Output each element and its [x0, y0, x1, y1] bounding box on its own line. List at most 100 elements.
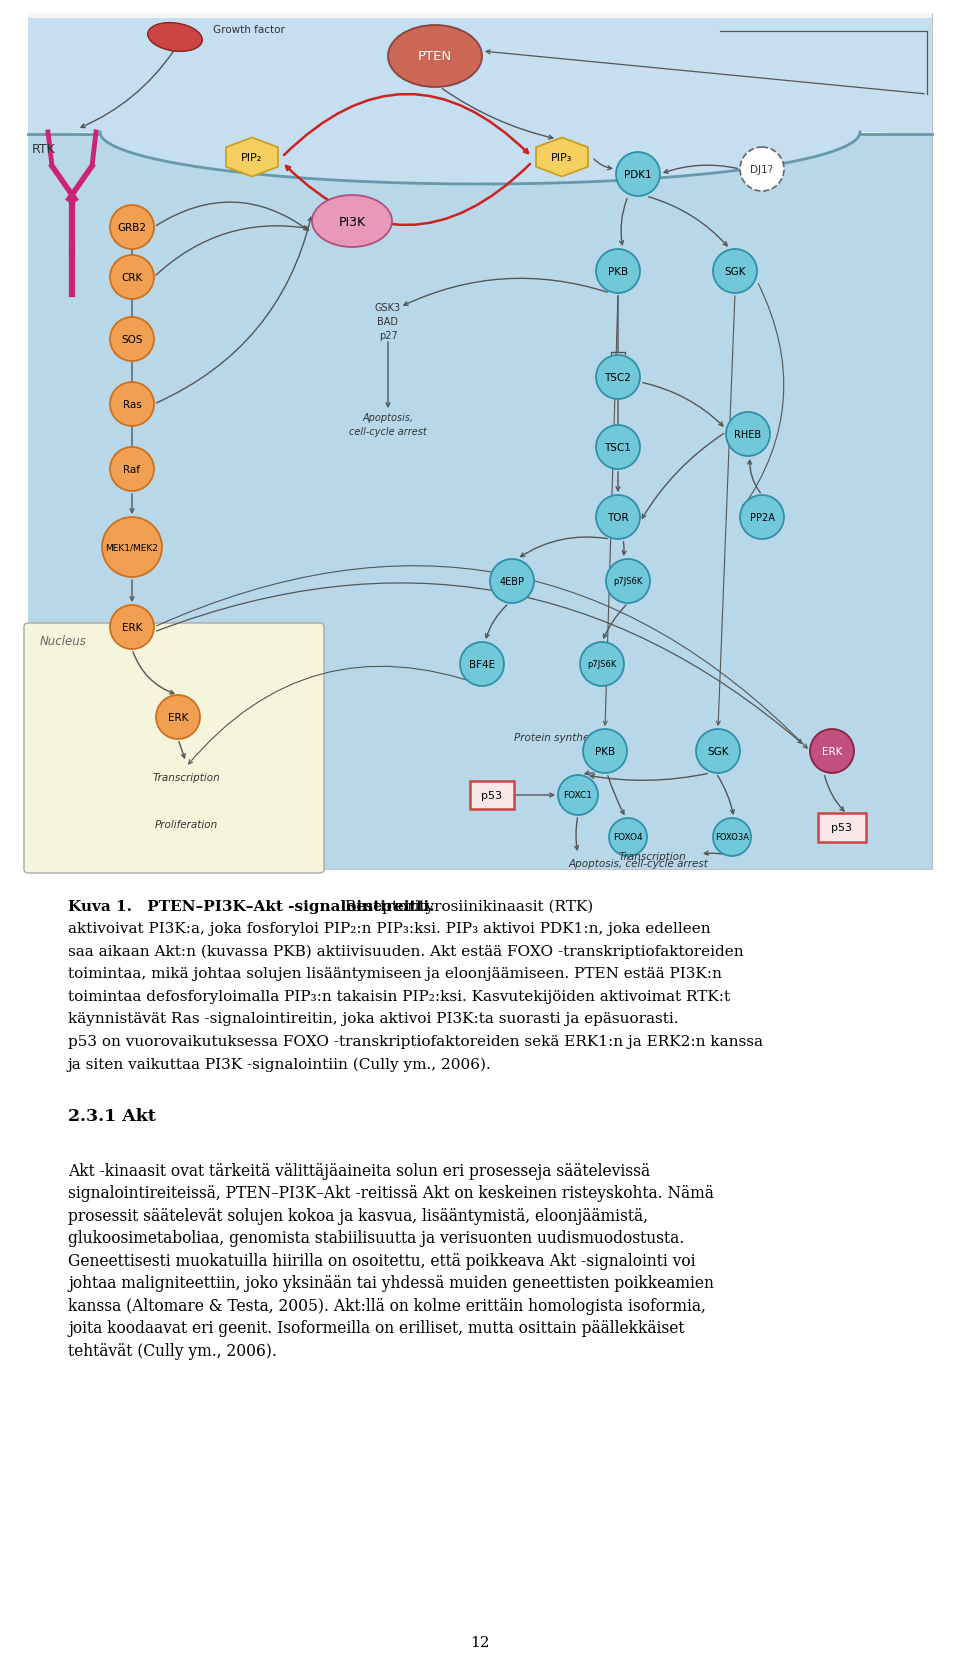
Ellipse shape	[388, 25, 482, 87]
Circle shape	[609, 818, 647, 857]
Circle shape	[110, 449, 154, 492]
Circle shape	[740, 148, 784, 192]
Text: BF4E: BF4E	[468, 660, 495, 670]
Text: GSK3
BAD
p27: GSK3 BAD p27	[375, 302, 401, 341]
Circle shape	[102, 517, 162, 578]
Text: toimintaa defosforyloimalla PIP₃:n takaisin PIP₂:ksi. Kasvutekijöiden aktivoimat: toimintaa defosforyloimalla PIP₃:n takai…	[68, 990, 731, 1003]
Text: p7JS6K: p7JS6K	[613, 578, 642, 586]
Text: glukoosimetaboliaa, genomista stabiilisuutta ja verisuonten uudismuodostusta.: glukoosimetaboliaa, genomista stabiilisu…	[68, 1230, 684, 1247]
Polygon shape	[226, 138, 278, 178]
Circle shape	[583, 729, 627, 773]
Text: ERK: ERK	[168, 712, 188, 722]
Text: CRK: CRK	[121, 272, 143, 282]
Text: p53: p53	[831, 823, 852, 833]
Text: PTEN: PTEN	[418, 50, 452, 64]
Circle shape	[596, 356, 640, 400]
Text: p53: p53	[482, 791, 502, 801]
Text: TSC1: TSC1	[605, 444, 632, 452]
Circle shape	[810, 729, 854, 773]
Text: PP2A: PP2A	[750, 512, 775, 522]
FancyBboxPatch shape	[28, 13, 932, 134]
Text: Apoptosis, cell-cycle arrest: Apoptosis, cell-cycle arrest	[568, 858, 708, 869]
Text: Kuva 1. PTEN–PI3K–Akt -signalointireitti.: Kuva 1. PTEN–PI3K–Akt -signalointireitti…	[68, 899, 435, 914]
Ellipse shape	[312, 197, 392, 249]
Text: ERK: ERK	[822, 746, 842, 756]
Text: FOXO3A: FOXO3A	[715, 833, 749, 842]
Text: Growth factor: Growth factor	[213, 25, 285, 35]
Text: joita koodaavat eri geenit. Isoformeilla on erilliset, mutta osittain päällekkäi: joita koodaavat eri geenit. Isoformeilla…	[68, 1320, 684, 1337]
Text: johtaa maligniteettiin, joko yksinään tai yhdessä muiden geneettisten poikkeamie: johtaa maligniteettiin, joko yksinään ta…	[68, 1275, 714, 1292]
Circle shape	[713, 250, 757, 294]
Circle shape	[696, 729, 740, 773]
Text: prosessit säätelevät solujen kokoa ja kasvua, lisääntymistä, eloonjäämistä,: prosessit säätelevät solujen kokoa ja ka…	[68, 1208, 648, 1225]
Circle shape	[110, 207, 154, 250]
Circle shape	[616, 153, 660, 197]
Text: GRB2: GRB2	[117, 223, 147, 234]
FancyBboxPatch shape	[24, 623, 324, 874]
Text: Nucleus: Nucleus	[40, 635, 86, 647]
Text: Ras: Ras	[123, 400, 141, 410]
Circle shape	[110, 318, 154, 361]
Circle shape	[606, 559, 650, 603]
Text: Raf: Raf	[124, 465, 140, 475]
Text: 4EBP: 4EBP	[499, 576, 524, 586]
FancyBboxPatch shape	[470, 781, 514, 810]
Circle shape	[156, 696, 200, 739]
Text: signalointireiteissä, PTEN–PI3K–Akt -reitissä Akt on keskeinen risteyskohta. Näm: signalointireiteissä, PTEN–PI3K–Akt -rei…	[68, 1184, 714, 1201]
Text: 2.3.1 Akt: 2.3.1 Akt	[68, 1107, 156, 1124]
FancyBboxPatch shape	[28, 134, 932, 870]
Text: Geneettisesti muokatuilla hiirilla on osoitettu, että poikkeava Akt -signalointi: Geneettisesti muokatuilla hiirilla on os…	[68, 1252, 695, 1270]
Text: käynnistävät Ras -signalointireitin, joka aktivoi PI3K:ta suorasti ja epäsuorast: käynnistävät Ras -signalointireitin, jok…	[68, 1011, 679, 1026]
Text: 12: 12	[470, 1635, 490, 1650]
Text: Protein synthesis: Protein synthesis	[514, 732, 603, 743]
Circle shape	[596, 250, 640, 294]
FancyBboxPatch shape	[28, 13, 932, 870]
Text: MEK1/MEK2: MEK1/MEK2	[106, 543, 158, 553]
Text: p53 on vuorovaikutuksessa FOXO -transkriptiofaktoreiden sekä ERK1:n ja ERK2:n ka: p53 on vuorovaikutuksessa FOXO -transkri…	[68, 1035, 763, 1048]
Text: Transcription: Transcription	[618, 852, 685, 862]
Text: ERK: ERK	[122, 623, 142, 633]
Text: saa aikaan Akt:n (kuvassa PKB) aktiivisuuden. Akt estää FOXO -transkriptiofaktor: saa aikaan Akt:n (kuvassa PKB) aktiivisu…	[68, 944, 744, 959]
Circle shape	[726, 413, 770, 457]
Text: Transcription: Transcription	[152, 773, 220, 783]
Text: PI3K: PI3K	[339, 215, 366, 228]
Text: Apoptosis,
cell-cycle arrest: Apoptosis, cell-cycle arrest	[349, 413, 427, 437]
Text: RHEB: RHEB	[734, 430, 761, 440]
Circle shape	[460, 643, 504, 687]
Text: aktivoivat PI3K:a, joka fosforyloi PIP₂:n PIP₃:ksi. PIP₃ aktivoi PDK1:n, joka ed: aktivoivat PI3K:a, joka fosforyloi PIP₂:…	[68, 922, 710, 936]
Text: SGK: SGK	[708, 746, 729, 756]
Text: ja siten vaikuttaa PI3K -signalointiin (Cully ym., 2006).: ja siten vaikuttaa PI3K -signalointiin (…	[68, 1057, 492, 1072]
Circle shape	[740, 496, 784, 539]
Text: tehtävät (Cully ym., 2006).: tehtävät (Cully ym., 2006).	[68, 1342, 276, 1359]
Circle shape	[713, 818, 751, 857]
Circle shape	[596, 496, 640, 539]
Text: toimintaa, mikä johtaa solujen lisääntymiseen ja eloonjäämiseen. PTEN estää PI3K: toimintaa, mikä johtaa solujen lisääntym…	[68, 968, 722, 981]
Text: PIP₂: PIP₂	[241, 153, 263, 163]
Text: FOXC1: FOXC1	[564, 791, 592, 800]
FancyBboxPatch shape	[818, 813, 866, 842]
Circle shape	[558, 776, 598, 815]
Text: TSC2: TSC2	[605, 373, 632, 383]
Text: Akt -kinaasit ovat tärkeitä välittäjäaineita solun eri prosesseja säätelevissä: Akt -kinaasit ovat tärkeitä välittäjäain…	[68, 1163, 650, 1179]
Text: PKB: PKB	[595, 746, 615, 756]
Polygon shape	[28, 18, 932, 185]
Circle shape	[110, 605, 154, 650]
Ellipse shape	[148, 24, 203, 52]
Text: Proliferation: Proliferation	[155, 820, 218, 830]
Text: PIP₃: PIP₃	[551, 153, 573, 163]
Text: PKB: PKB	[608, 267, 628, 277]
Polygon shape	[536, 138, 588, 178]
Circle shape	[110, 255, 154, 299]
Text: p7JS6K: p7JS6K	[588, 660, 616, 669]
Text: PDK1: PDK1	[624, 170, 652, 180]
Circle shape	[490, 559, 534, 603]
Circle shape	[596, 425, 640, 470]
Text: SOS: SOS	[121, 334, 143, 344]
Text: DJ1?: DJ1?	[751, 165, 774, 175]
Text: TOR: TOR	[607, 512, 629, 522]
Circle shape	[580, 643, 624, 687]
Text: kanssa (Altomare & Testa, 2005). Akt:llä on kolme erittäin homologista isoformia: kanssa (Altomare & Testa, 2005). Akt:llä…	[68, 1297, 706, 1314]
Circle shape	[110, 383, 154, 427]
Text: FOXO4: FOXO4	[613, 833, 643, 842]
Text: RTK: RTK	[32, 143, 56, 156]
